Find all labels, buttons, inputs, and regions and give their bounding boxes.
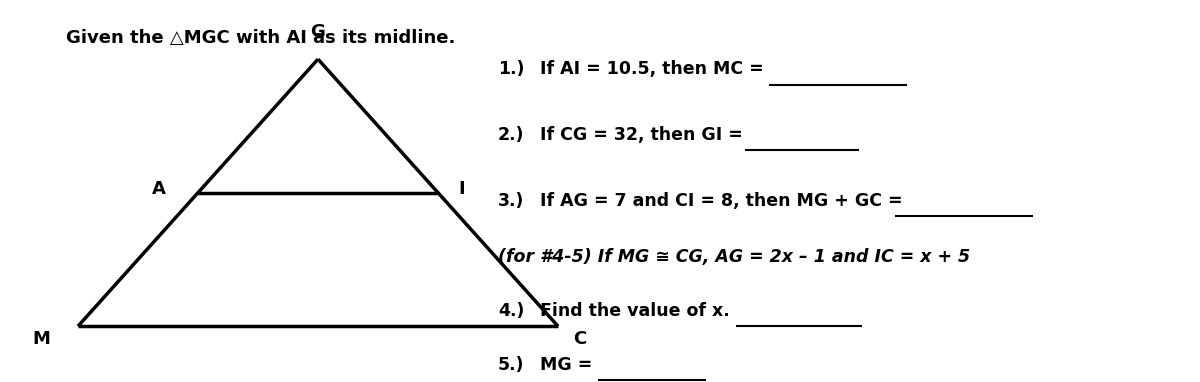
Text: A: A [151,180,166,198]
Text: M: M [32,330,50,348]
Text: 2.): 2.) [498,126,524,144]
Text: G: G [311,23,325,40]
Text: 1.): 1.) [498,60,524,78]
Text: If AG = 7 and CI = 8, then MG + GC =: If AG = 7 and CI = 8, then MG + GC = [540,192,902,210]
Text: I: I [458,180,466,198]
Text: 5.): 5.) [498,356,524,374]
Text: Given the △MGC with AI as its midline.: Given the △MGC with AI as its midline. [66,29,455,47]
Text: If AI = 10.5, then MC =: If AI = 10.5, then MC = [540,60,763,78]
Text: C: C [574,330,587,348]
Text: (for #4-5) If MG ≅ CG, AG = 2x – 1 and IC = x + 5: (for #4-5) If MG ≅ CG, AG = 2x – 1 and I… [498,248,970,266]
Text: If CG = 32, then GI =: If CG = 32, then GI = [540,126,743,144]
Text: Find the value of x.: Find the value of x. [540,302,730,320]
Text: 4.): 4.) [498,302,524,320]
Text: 3.): 3.) [498,192,524,210]
Text: MG =: MG = [540,356,593,374]
